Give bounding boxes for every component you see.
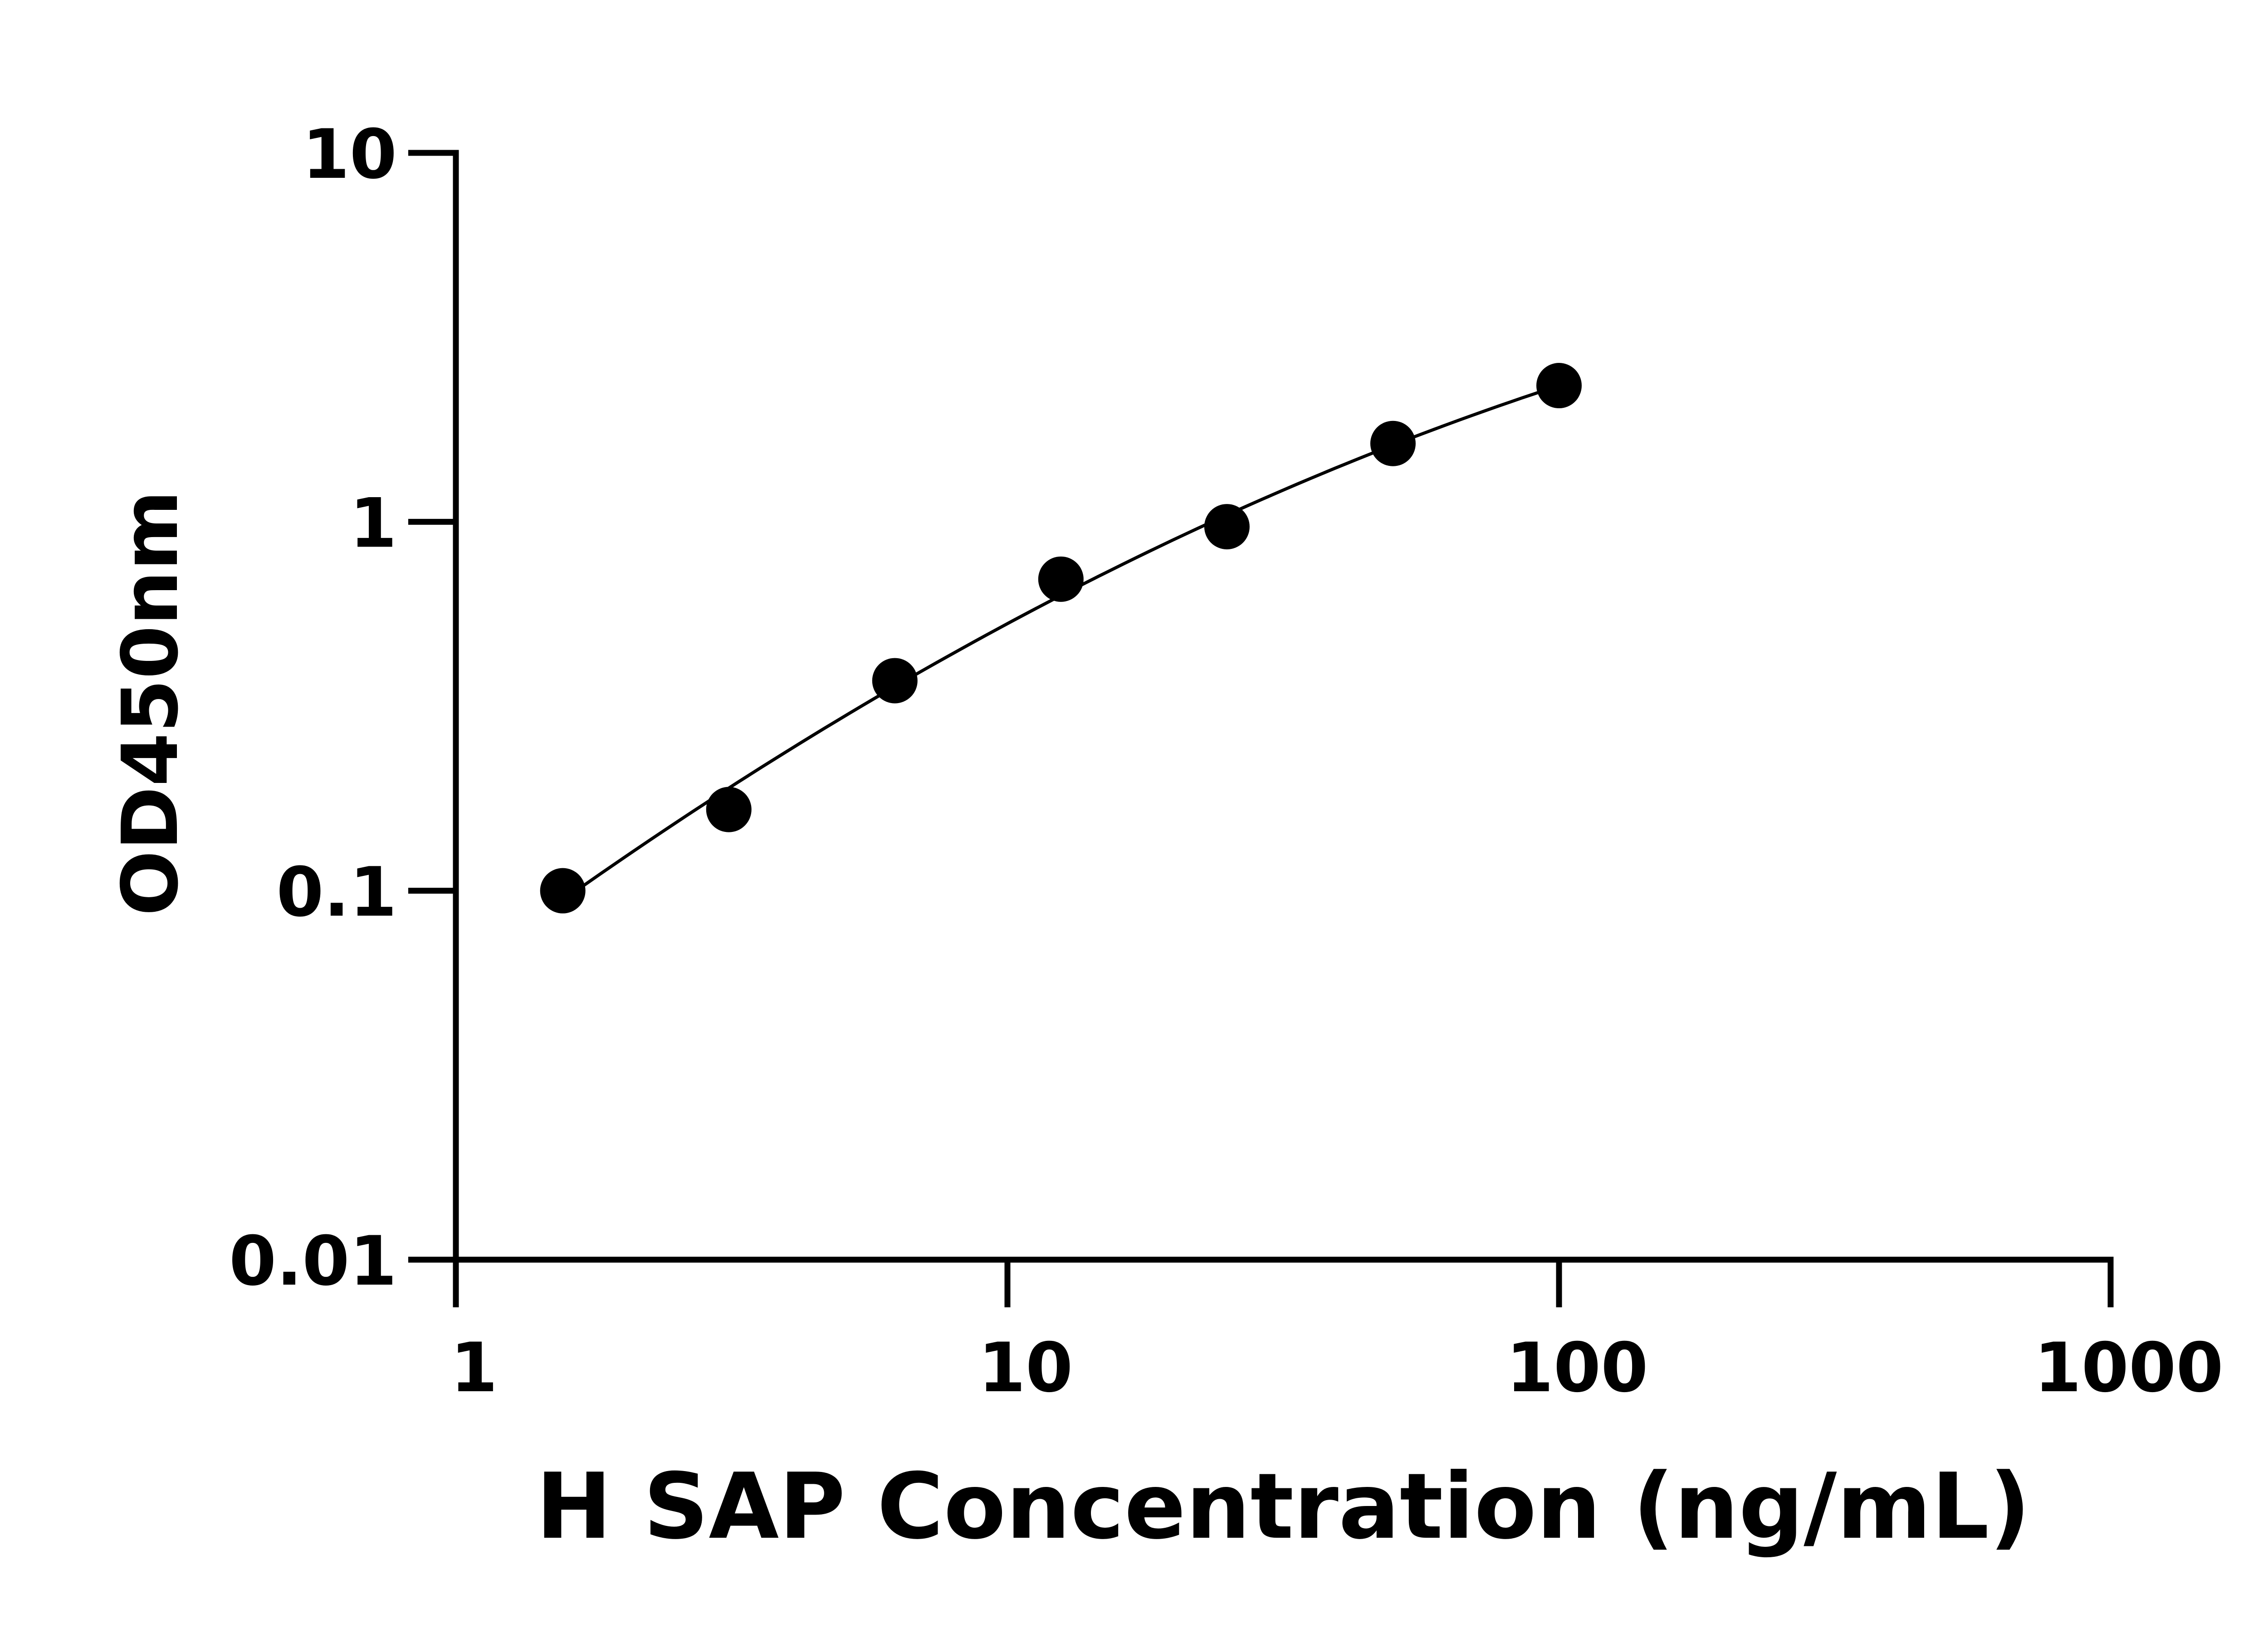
x-tick-label: 100 [1506, 1329, 1648, 1408]
x-tick-label: 1 [450, 1329, 498, 1408]
data-point [1038, 556, 1084, 602]
y-tick-label: 0.01 [229, 1222, 397, 1301]
data-point [872, 658, 918, 704]
y-axis-label: OD450nm [106, 490, 196, 916]
data-point [1370, 420, 1416, 466]
data-point [1204, 504, 1250, 550]
y-tick-label: 10 [302, 115, 397, 194]
x-axis-label: H SAP Concentration (ng/mL) [536, 1454, 2030, 1560]
x-tick-label: 1000 [2034, 1329, 2223, 1408]
x-tick-label: 10 [978, 1329, 1073, 1408]
data-points [540, 363, 1582, 914]
axes: 1 10 100 1000 0.01 0.1 1 10 [229, 115, 2224, 1408]
data-point [1536, 363, 1582, 409]
y-tick-label: 1 [350, 484, 397, 563]
data-point [540, 868, 586, 914]
data-point [706, 787, 752, 832]
y-tick-label: 0.1 [276, 853, 397, 932]
